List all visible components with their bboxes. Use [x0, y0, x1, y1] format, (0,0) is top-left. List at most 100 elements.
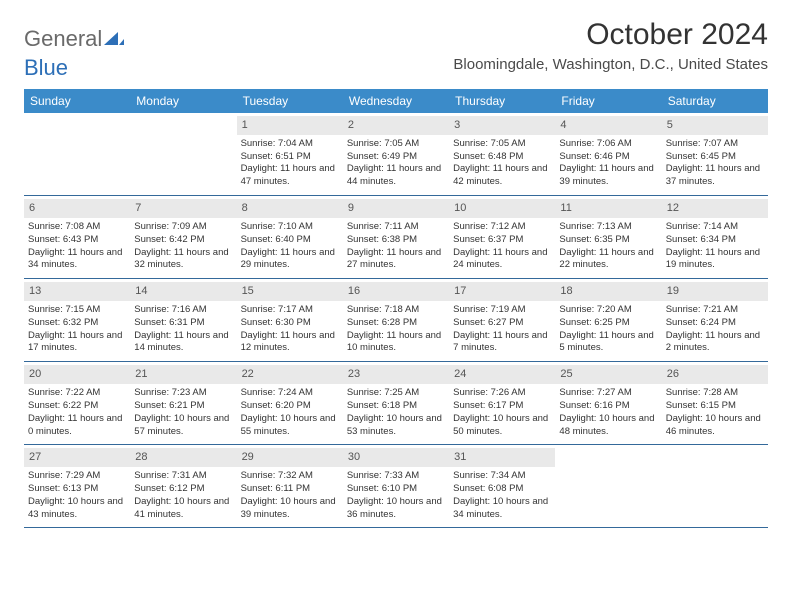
calendar-grid: Sunday Monday Tuesday Wednesday Thursday…: [24, 89, 768, 528]
day-number: 19: [662, 282, 768, 301]
sunrise-text: Sunrise: 7:09 AM: [134, 221, 232, 234]
day-number: 23: [343, 365, 449, 384]
day-number: 30: [343, 448, 449, 467]
daylight-text: Daylight: 11 hours and 17 minutes.: [28, 330, 126, 356]
day-cell: 30 Sunrise: 7:33 AMSunset: 6:10 PMDayligh…: [343, 445, 449, 527]
sunset-text: Sunset: 6:43 PM: [28, 234, 126, 247]
month-title: October 2024: [453, 18, 768, 52]
day-cell: 25Sunrise: 7:27 AMSunset: 6:16 PMDayligh…: [555, 362, 661, 444]
sunrise-text: Sunrise: 7:32 AM: [241, 470, 339, 483]
day-cell: 31Sunrise: 7:34 AMSunset: 6:08 PMDayligh…: [449, 445, 555, 527]
day-cell: 22Sunrise: 7:24 AMSunset: 6:20 PMDayligh…: [237, 362, 343, 444]
daylight-text: Daylight: 11 hours and 44 minutes.: [347, 163, 445, 189]
day-cell: 6 Sunrise: 7:08 AMSunset: 6:43 PMDaylight…: [24, 196, 130, 278]
sunset-text: Sunset: 6:16 PM: [559, 400, 657, 413]
sunset-text: Sunset: 6:34 PM: [666, 234, 764, 247]
daylight-text: Daylight: 10 hours and 36 minutes.: [347, 496, 445, 522]
weekday-header: Wednesday: [343, 89, 449, 113]
day-cell: 4Sunrise: 7:06 AMSunset: 6:46 PMDaylight…: [555, 113, 661, 195]
sunrise-text: Sunrise: 7:14 AM: [666, 221, 764, 234]
week-row: 13Sunrise: 7:15 AMSunset: 6:32 PMDayligh…: [24, 279, 768, 362]
daylight-text: Daylight: 10 hours and 46 minutes.: [666, 413, 764, 439]
sunrise-text: Sunrise: 7:25 AM: [347, 387, 445, 400]
daylight-text: Daylight: 11 hours and 19 minutes.: [666, 247, 764, 273]
day-number: 25: [555, 365, 661, 384]
daylight-text: Daylight: 11 hours and 22 minutes.: [559, 247, 657, 273]
sunset-text: Sunset: 6:08 PM: [453, 483, 551, 496]
day-number: 15: [237, 282, 343, 301]
sunrise-text: Sunrise: 7:06 AM: [559, 138, 657, 151]
day-cell: 23Sunrise: 7:25 AMSunset: 6:18 PMDayligh…: [343, 362, 449, 444]
day-number: 28: [130, 448, 236, 467]
sunrise-text: Sunrise: 7:33 AM: [347, 470, 445, 483]
day-number: 29: [237, 448, 343, 467]
daylight-text: Daylight: 11 hours and 32 minutes.: [134, 247, 232, 273]
week-row: 1Sunrise: 7:04 AMSunset: 6:51 PMDaylight…: [24, 113, 768, 196]
sunrise-text: Sunrise: 7:16 AM: [134, 304, 232, 317]
day-cell: 28Sunrise: 7:31 AMSunset: 6:12 PMDayligh…: [130, 445, 236, 527]
weekday-header: Monday: [130, 89, 236, 113]
sunrise-text: Sunrise: 7:29 AM: [28, 470, 126, 483]
sunrise-text: Sunrise: 7:05 AM: [347, 138, 445, 151]
day-cell: 15Sunrise: 7:17 AMSunset: 6:30 PMDayligh…: [237, 279, 343, 361]
day-number: 20: [24, 365, 130, 384]
day-cell: 11Sunrise: 7:13 AMSunset: 6:35 PMDayligh…: [555, 196, 661, 278]
daylight-text: Daylight: 10 hours and 48 minutes.: [559, 413, 657, 439]
sunrise-text: Sunrise: 7:26 AM: [453, 387, 551, 400]
logo-word-1: General: [24, 26, 102, 52]
sunset-text: Sunset: 6:37 PM: [453, 234, 551, 247]
day-number: 14: [130, 282, 236, 301]
sunset-text: Sunset: 6:22 PM: [28, 400, 126, 413]
weekday-header: Friday: [555, 89, 661, 113]
day-cell: 8Sunrise: 7:10 AMSunset: 6:40 PMDaylight…: [237, 196, 343, 278]
sunset-text: Sunset: 6:15 PM: [666, 400, 764, 413]
sunrise-text: Sunrise: 7:07 AM: [666, 138, 764, 151]
day-cell: 5Sunrise: 7:07 AMSunset: 6:45 PMDaylight…: [662, 113, 768, 195]
sunrise-text: Sunrise: 7:17 AM: [241, 304, 339, 317]
day-number: 9: [343, 199, 449, 218]
sunset-text: Sunset: 6:46 PM: [559, 151, 657, 164]
week-row: 20Sunrise: 7:22 AMSunset: 6:22 PMDayligh…: [24, 362, 768, 445]
sunset-text: Sunset: 6:10 PM: [347, 483, 445, 496]
sunrise-text: Sunrise: 7:23 AM: [134, 387, 232, 400]
daylight-text: Daylight: 10 hours and 50 minutes.: [453, 413, 551, 439]
sunrise-text: Sunrise: 7:28 AM: [666, 387, 764, 400]
day-number: 6: [24, 199, 130, 218]
daylight-text: Daylight: 10 hours and 41 minutes.: [134, 496, 232, 522]
day-cell: 26Sunrise: 7:28 AMSunset: 6:15 PMDayligh…: [662, 362, 768, 444]
day-cell: 10Sunrise: 7:12 AMSunset: 6:37 PMDayligh…: [449, 196, 555, 278]
sunset-text: Sunset: 6:20 PM: [241, 400, 339, 413]
calendar-page: General October 2024 Bloomingdale, Washi…: [0, 0, 792, 546]
day-cell: 9Sunrise: 7:11 AMSunset: 6:38 PMDaylight…: [343, 196, 449, 278]
sunrise-text: Sunrise: 7:24 AM: [241, 387, 339, 400]
sunrise-text: Sunrise: 7:21 AM: [666, 304, 764, 317]
sunrise-text: Sunrise: 7:05 AM: [453, 138, 551, 151]
day-number: 17: [449, 282, 555, 301]
sunset-text: Sunset: 6:18 PM: [347, 400, 445, 413]
sunrise-text: Sunrise: 7:08 AM: [28, 221, 126, 234]
day-number: 8: [237, 199, 343, 218]
day-number: 4: [555, 116, 661, 135]
day-cell: 17Sunrise: 7:19 AMSunset: 6:27 PMDayligh…: [449, 279, 555, 361]
sunrise-text: Sunrise: 7:10 AM: [241, 221, 339, 234]
daylight-text: Daylight: 11 hours and 47 minutes.: [241, 163, 339, 189]
sunrise-text: Sunrise: 7:15 AM: [28, 304, 126, 317]
sunset-text: Sunset: 6:48 PM: [453, 151, 551, 164]
day-number: 27: [24, 448, 130, 467]
day-cell: 13Sunrise: 7:15 AMSunset: 6:32 PMDayligh…: [24, 279, 130, 361]
weeks-container: 1Sunrise: 7:04 AMSunset: 6:51 PMDaylight…: [24, 113, 768, 528]
sunset-text: Sunset: 6:32 PM: [28, 317, 126, 330]
daylight-text: Daylight: 10 hours and 55 minutes.: [241, 413, 339, 439]
daylight-text: Daylight: 11 hours and 34 minutes.: [28, 247, 126, 273]
day-cell: 18Sunrise: 7:20 AMSunset: 6:25 PMDayligh…: [555, 279, 661, 361]
daylight-text: Daylight: 11 hours and 24 minutes.: [453, 247, 551, 273]
day-cell: 29Sunrise: 7:32 AMSunset: 6:11 PMDayligh…: [237, 445, 343, 527]
day-cell: 1Sunrise: 7:04 AMSunset: 6:51 PMDaylight…: [237, 113, 343, 195]
day-cell: 2Sunrise: 7:05 AMSunset: 6:49 PMDaylight…: [343, 113, 449, 195]
daylight-text: Daylight: 11 hours and 27 minutes.: [347, 247, 445, 273]
logo: General: [24, 18, 124, 52]
day-number: 2: [343, 116, 449, 135]
daylight-text: Daylight: 11 hours and 2 minutes.: [666, 330, 764, 356]
sunrise-text: Sunrise: 7:31 AM: [134, 470, 232, 483]
logo-sail-icon: [104, 26, 124, 52]
